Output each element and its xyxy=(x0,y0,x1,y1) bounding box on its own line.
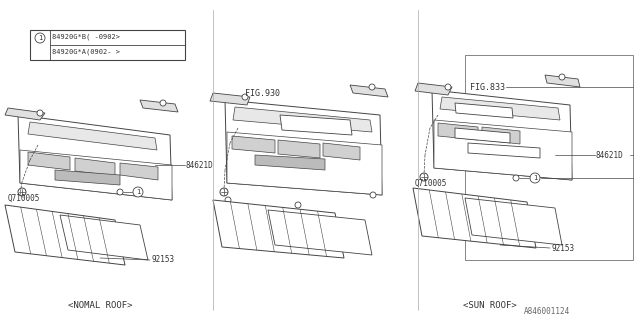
Text: Q710005: Q710005 xyxy=(8,194,40,203)
Polygon shape xyxy=(5,205,125,265)
Circle shape xyxy=(35,33,45,43)
Polygon shape xyxy=(210,93,250,105)
Circle shape xyxy=(530,173,540,183)
Text: 1: 1 xyxy=(38,35,42,41)
Circle shape xyxy=(295,202,301,208)
Circle shape xyxy=(133,187,143,197)
Polygon shape xyxy=(225,100,382,195)
Polygon shape xyxy=(18,115,172,200)
Text: 1: 1 xyxy=(533,175,537,181)
Text: <NOMAL ROOF>: <NOMAL ROOF> xyxy=(68,300,132,309)
Polygon shape xyxy=(75,158,115,176)
Polygon shape xyxy=(545,75,580,87)
Text: 84621D: 84621D xyxy=(186,161,214,170)
Text: A846001124: A846001124 xyxy=(524,308,570,316)
Polygon shape xyxy=(438,123,478,140)
Text: Q710005: Q710005 xyxy=(415,179,447,188)
Circle shape xyxy=(220,188,228,196)
Circle shape xyxy=(420,173,428,181)
Polygon shape xyxy=(28,152,70,170)
Circle shape xyxy=(513,175,519,181)
Polygon shape xyxy=(415,83,452,95)
Polygon shape xyxy=(434,120,572,180)
Text: FIG.833: FIG.833 xyxy=(470,83,505,92)
Polygon shape xyxy=(455,128,510,143)
Polygon shape xyxy=(482,127,520,144)
Polygon shape xyxy=(140,100,178,112)
Polygon shape xyxy=(280,115,352,135)
Polygon shape xyxy=(440,97,560,120)
Polygon shape xyxy=(468,143,540,158)
Circle shape xyxy=(242,94,248,100)
Polygon shape xyxy=(60,215,148,260)
Polygon shape xyxy=(233,107,372,132)
Polygon shape xyxy=(465,198,562,245)
Polygon shape xyxy=(455,103,513,118)
Text: FIG.930: FIG.930 xyxy=(245,89,280,98)
Polygon shape xyxy=(120,163,158,180)
Text: 1: 1 xyxy=(136,189,140,195)
Polygon shape xyxy=(55,170,120,185)
Polygon shape xyxy=(323,143,360,160)
Text: 84621D: 84621D xyxy=(596,150,624,159)
Polygon shape xyxy=(213,200,344,258)
Polygon shape xyxy=(413,188,536,248)
Circle shape xyxy=(37,110,43,116)
Polygon shape xyxy=(28,122,157,150)
Polygon shape xyxy=(255,155,325,170)
Polygon shape xyxy=(278,140,320,158)
Polygon shape xyxy=(432,90,572,180)
Polygon shape xyxy=(5,108,45,120)
Text: 84920G*B( -0902>: 84920G*B( -0902> xyxy=(52,34,120,40)
Polygon shape xyxy=(350,85,388,97)
Polygon shape xyxy=(227,132,382,195)
Circle shape xyxy=(18,188,26,196)
Circle shape xyxy=(369,84,375,90)
Text: <SUN ROOF>: <SUN ROOF> xyxy=(463,300,517,309)
Text: 84920G*A(0902- >: 84920G*A(0902- > xyxy=(52,49,120,55)
Circle shape xyxy=(117,189,123,195)
Polygon shape xyxy=(20,150,172,200)
Circle shape xyxy=(160,100,166,106)
Circle shape xyxy=(559,74,565,80)
Bar xyxy=(465,55,633,260)
Bar xyxy=(30,30,185,60)
Circle shape xyxy=(225,197,231,203)
Circle shape xyxy=(370,192,376,198)
Text: 92153: 92153 xyxy=(151,255,174,265)
Circle shape xyxy=(445,84,451,90)
Text: 92153: 92153 xyxy=(551,244,574,252)
Polygon shape xyxy=(232,136,275,153)
Polygon shape xyxy=(268,210,372,255)
